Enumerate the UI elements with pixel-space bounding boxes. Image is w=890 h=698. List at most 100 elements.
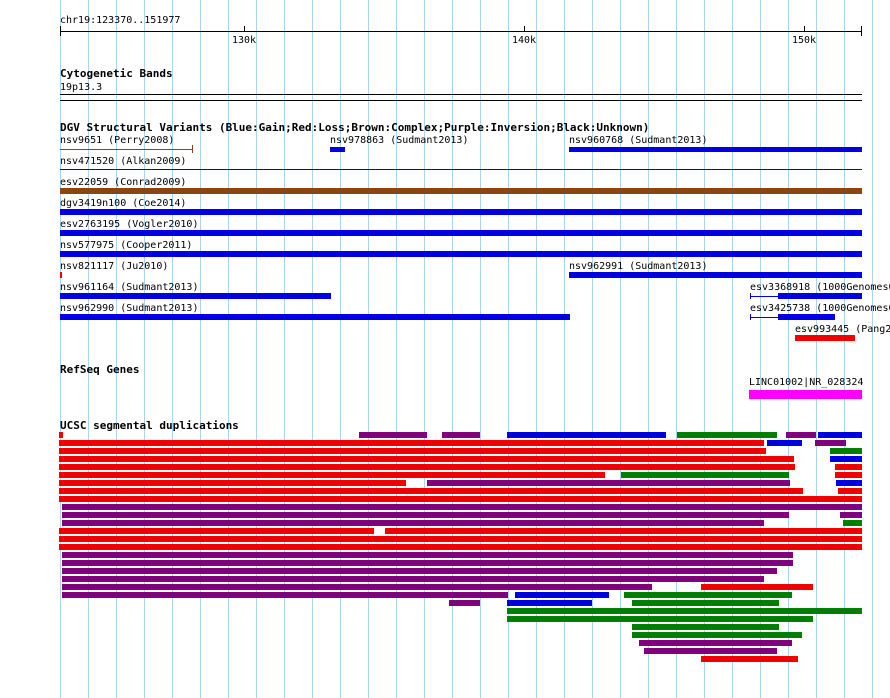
- dgv-feature-label[interactable]: nsv962991 (Sudmant2013): [569, 261, 708, 272]
- grid-line: [200, 0, 201, 698]
- segdup-bar[interactable]: [62, 568, 777, 574]
- segdup-bar[interactable]: [59, 440, 764, 446]
- grid-line: [396, 0, 397, 698]
- grid-line: [732, 0, 733, 698]
- segdup-bar[interactable]: [632, 600, 779, 606]
- dgv-feature-label[interactable]: nsv577975 (Cooper2011): [60, 240, 193, 251]
- dgv-variant-bar[interactable]: [750, 317, 778, 318]
- segdup-bar[interactable]: [62, 576, 764, 582]
- segdup-bar[interactable]: [840, 512, 862, 518]
- segdup-bar[interactable]: [507, 600, 592, 606]
- segdup-bar[interactable]: [442, 432, 480, 438]
- grid-line: [368, 0, 369, 698]
- segdup-bar[interactable]: [639, 640, 792, 646]
- segdup-bar[interactable]: [507, 616, 813, 622]
- segdup-bar[interactable]: [815, 440, 846, 446]
- dgv-variant-bar[interactable]: [60, 293, 331, 299]
- dgv-variant-bar[interactable]: [778, 293, 862, 299]
- dgv-feature-label[interactable]: nsv961164 (Sudmant2013): [60, 282, 199, 293]
- dgv-variant-bar[interactable]: [795, 335, 855, 341]
- dgv-feature-label[interactable]: esv2763195 (Vogler2010): [60, 219, 199, 230]
- dgv-variant-bar[interactable]: [60, 169, 862, 170]
- segdup-bar[interactable]: [59, 496, 862, 502]
- segdup-bar[interactable]: [621, 472, 789, 478]
- segdup-bar[interactable]: [59, 456, 794, 462]
- segdup-bar[interactable]: [59, 472, 605, 478]
- segdup-bar[interactable]: [59, 536, 862, 542]
- segdup-bar[interactable]: [62, 504, 862, 510]
- segdup-bar[interactable]: [59, 432, 63, 438]
- segdup-bar[interactable]: [843, 520, 862, 526]
- segdup-bar[interactable]: [359, 432, 427, 438]
- segdup-bar[interactable]: [427, 480, 790, 486]
- segdup-bar[interactable]: [632, 632, 802, 638]
- dgv-variant-bar[interactable]: [60, 314, 570, 320]
- dgv-variant-bar[interactable]: [330, 147, 345, 152]
- segdup-bar[interactable]: [830, 448, 862, 454]
- dgv-feature-label[interactable]: nsv962990 (Sudmant2013): [60, 303, 199, 314]
- segdup-bar[interactable]: [62, 520, 764, 526]
- segdup-bar[interactable]: [62, 512, 789, 518]
- refseq-gene-bar[interactable]: [749, 390, 862, 399]
- segdup-bar[interactable]: [507, 432, 666, 438]
- segdup-bar[interactable]: [767, 440, 802, 446]
- segdup-bar[interactable]: [59, 488, 803, 494]
- segdup-bar[interactable]: [624, 592, 792, 598]
- segdup-bar[interactable]: [838, 488, 862, 494]
- segdup-bar[interactable]: [515, 592, 609, 598]
- dgv-variant-bar[interactable]: [569, 272, 862, 278]
- grid-line: [704, 0, 705, 698]
- dgv-variant-bar[interactable]: [192, 145, 193, 153]
- dgv-variant-bar[interactable]: [60, 209, 862, 215]
- segdup-track-title: UCSC segmental duplications: [60, 419, 239, 432]
- segdup-bar[interactable]: [818, 432, 862, 438]
- segdup-bar[interactable]: [59, 448, 766, 454]
- dgv-variant-bar[interactable]: [569, 147, 862, 152]
- segdup-bar[interactable]: [701, 656, 798, 662]
- segdup-bar[interactable]: [677, 432, 777, 438]
- segdup-bar[interactable]: [449, 600, 480, 606]
- dgv-variant-bar[interactable]: [60, 230, 862, 236]
- segdup-bar[interactable]: [59, 544, 862, 550]
- grid-line: [144, 0, 145, 698]
- grid-line: [340, 0, 341, 698]
- segdup-bar[interactable]: [59, 528, 374, 534]
- segdup-bar[interactable]: [62, 592, 508, 598]
- segdup-bar[interactable]: [59, 480, 406, 486]
- segdup-bar[interactable]: [830, 456, 862, 462]
- segdup-bar[interactable]: [836, 480, 862, 486]
- dgv-variant-bar[interactable]: [778, 314, 835, 320]
- segdup-bar[interactable]: [62, 560, 793, 566]
- dgv-feature-label[interactable]: dgv3419n100 (Coe2014): [60, 198, 187, 209]
- refseq-gene-label[interactable]: LINC01002|NR_028324: [749, 377, 864, 388]
- dgv-feature-label[interactable]: esv993445 (Pang2: [795, 324, 890, 335]
- segdup-bar[interactable]: [62, 552, 793, 558]
- segdup-bar[interactable]: [786, 432, 816, 438]
- segdup-bar[interactable]: [835, 464, 862, 470]
- dgv-feature-label[interactable]: nsv471520 (Alkan2009): [60, 156, 187, 167]
- segdup-bar[interactable]: [835, 472, 862, 478]
- dgv-feature-label[interactable]: esv22059 (Conrad2009): [60, 177, 187, 188]
- ruler-tick: [244, 26, 245, 32]
- dgv-feature-label[interactable]: esv3425738 (1000Genomes0: [750, 303, 890, 314]
- grid-line: [564, 0, 565, 698]
- grid-line: [256, 0, 257, 698]
- segdup-bar[interactable]: [385, 528, 862, 534]
- dgv-feature-label[interactable]: nsv978863 (Sudmant2013): [330, 135, 469, 146]
- dgv-feature-label[interactable]: nsv821117 (Ju2010): [60, 261, 169, 272]
- segdup-bar[interactable]: [644, 648, 777, 654]
- dgv-feature-label[interactable]: nsv9651 (Perry2008): [60, 135, 175, 146]
- dgv-feature-label[interactable]: nsv960768 (Sudmant2013): [569, 135, 708, 146]
- cytoband-label: 19p13.3: [60, 82, 103, 93]
- dgv-variant-bar[interactable]: [60, 149, 193, 150]
- dgv-variant-bar[interactable]: [60, 272, 62, 278]
- dgv-variant-bar[interactable]: [60, 188, 862, 194]
- dgv-variant-bar[interactable]: [60, 251, 862, 257]
- segdup-bar[interactable]: [701, 584, 813, 590]
- segdup-bar[interactable]: [632, 624, 779, 630]
- grid-line: [676, 0, 677, 698]
- dgv-feature-label[interactable]: esv3368918 (1000Genomes0: [750, 282, 890, 293]
- segdup-bar[interactable]: [62, 584, 652, 590]
- segdup-bar[interactable]: [59, 464, 795, 470]
- segdup-bar[interactable]: [507, 608, 862, 614]
